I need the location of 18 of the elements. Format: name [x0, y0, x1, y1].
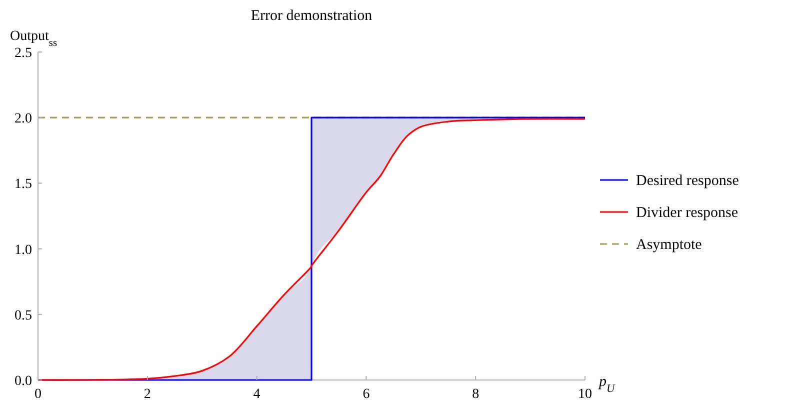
x-tick-label: 8 [472, 387, 480, 402]
y-tick-label: 2.5 [14, 46, 32, 61]
x-axis-title: p$_{U}$ [598, 374, 616, 395]
x-tick-label: 0 [34, 387, 42, 402]
x-tick-label: 4 [253, 387, 260, 402]
legend-label: Divider response [636, 205, 738, 221]
y-tick-label: 0.0 [14, 374, 32, 389]
y-tick-label: 0.5 [14, 308, 32, 324]
x-tick-label: 2 [144, 387, 151, 402]
legend-label: Desired response [636, 173, 740, 189]
legend-label: Asymptote [636, 237, 702, 253]
y-tick-label: 1.5 [14, 177, 32, 192]
y-tick-label: 1.0 [14, 242, 32, 258]
x-tick-label: 10 [578, 387, 592, 402]
x-tick-label: 6 [362, 387, 370, 402]
y-axis-title: Output$_{ss}$ [10, 29, 58, 48]
y-tick-label: 2.0 [14, 112, 32, 127]
chart-title: Error demonstration [250, 8, 373, 24]
